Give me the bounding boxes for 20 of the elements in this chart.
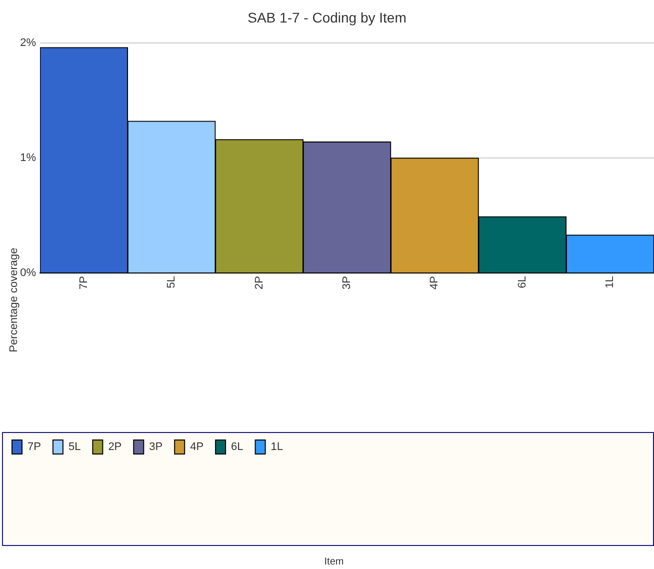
y-tick-label: 0%: [20, 267, 36, 280]
legend-label: 5L: [68, 441, 81, 454]
x-tick-label: 4P: [428, 276, 441, 290]
text: Item: [324, 556, 344, 568]
legend-label: 4P: [190, 441, 204, 454]
chart-title: SAB 1-7 - Coding by Item: [248, 9, 406, 26]
x-tick-label: 6L: [516, 276, 528, 288]
y-axis-title: Percentage coverage: [8, 248, 20, 352]
legend-label: 3P: [149, 441, 163, 454]
legend-label: 2P: [108, 441, 122, 454]
x-tick-label: 2P: [253, 276, 266, 290]
y-tick-label: 1%: [20, 152, 36, 164]
legend-label: 6L: [231, 441, 244, 454]
x-tick-label: 5L: [166, 276, 178, 288]
y-tick-label: 2%: [20, 36, 36, 49]
legend-label: 7P: [28, 441, 41, 454]
x-tick-label: 3P: [341, 276, 354, 290]
legend-label: 1L: [270, 441, 284, 454]
x-tick-label: 1L: [604, 276, 616, 288]
x-tick-label: 7P: [78, 276, 90, 290]
